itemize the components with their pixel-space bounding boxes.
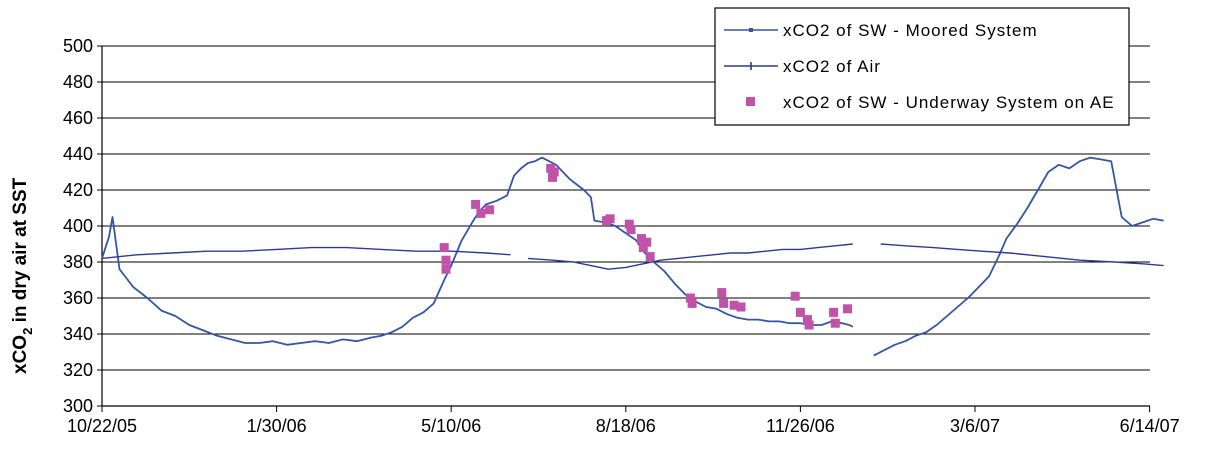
legend-box: [714, 7, 1130, 126]
underway-point-24: [795, 307, 805, 317]
series-line-air: [101, 243, 1164, 270]
x-tick-label-6: 6/14/07: [1120, 416, 1180, 436]
legend-label-moored: xCO2 of SW - Moored System: [783, 21, 1038, 40]
underway-point-16: [645, 252, 655, 262]
underway-point-28: [830, 318, 840, 328]
y-tick-label-300: 300: [63, 396, 93, 416]
legend: xCO2 of SW - Moored System xCO2 of Air x…: [714, 7, 1130, 126]
y-tick-label-460: 460: [63, 108, 93, 128]
underway-point-12: [626, 225, 636, 235]
axis-layer: [97, 45, 1151, 412]
co2-time-series-chart: 300 320 340 360 380 400 420 440 460 480 500 10/22/…: [10, 7, 1180, 436]
underway-point-8: [549, 167, 559, 177]
x-tick-label-4: 11/26/06: [766, 416, 835, 436]
underway-point-20: [719, 298, 729, 308]
y-tick-label-420: 420: [63, 180, 93, 200]
underway-point-18: [687, 298, 697, 308]
underway-point-17: [685, 293, 695, 303]
underway-point-4: [476, 208, 486, 218]
y-axis-label-subscript: 2: [20, 328, 35, 335]
underway-point-11: [624, 219, 634, 229]
y-axis-label: xCO2 in dry air at SST: [10, 177, 35, 374]
underway-point-1: [441, 255, 451, 265]
underway-point-21: [729, 300, 739, 310]
series-line-moored: [101, 156, 1164, 357]
y-tick-labels: 300 320 340 360 380 400 420 440 460 480 500: [63, 36, 93, 416]
y-tick-label-440: 440: [63, 144, 93, 164]
y-tick-label-380: 380: [63, 252, 93, 272]
y-axis-label-main: xCO: [10, 335, 31, 374]
underway-point-2: [441, 264, 451, 274]
underway-point-5: [485, 205, 495, 215]
y-tick-label-500: 500: [63, 36, 93, 56]
legend-swatch-moored-marker: [749, 28, 753, 32]
underway-point-25: [802, 315, 812, 325]
underway-point-27: [829, 307, 839, 317]
underway-point-26: [804, 320, 814, 330]
underway-point-3: [471, 199, 481, 209]
underway-point-22: [736, 302, 746, 312]
underway-point-0: [439, 243, 449, 253]
y-tick-label-400: 400: [63, 216, 93, 236]
underway-point-15: [642, 237, 652, 247]
legend-label-underway: xCO2 of SW - Underway System on AE: [783, 93, 1115, 112]
y-tick-label-320: 320: [63, 360, 93, 380]
underway-point-14: [638, 243, 648, 253]
series-layer: [101, 156, 1164, 357]
y-axis-label-rest: in dry air at SST: [10, 177, 31, 327]
y-tick-label-360: 360: [63, 288, 93, 308]
x-tick-label-5: 3/6/07: [950, 416, 1000, 436]
underway-point-19: [717, 288, 727, 298]
x-tick-label-1: 1/30/06: [247, 416, 307, 436]
x-tick-label-0: 10/22/05: [67, 416, 137, 436]
x-tick-label-3: 8/18/06: [596, 416, 656, 436]
legend-swatch-underway: [746, 97, 755, 106]
underway-point-7: [548, 172, 557, 182]
legend-label-air: xCO2 of Air: [783, 57, 881, 76]
y-tick-label-480: 480: [63, 72, 93, 92]
underway-point-23: [790, 291, 800, 301]
x-tick-label-2: 5/10/06: [421, 416, 481, 436]
underway-point-29: [843, 304, 852, 314]
y-tick-label-340: 340: [63, 324, 93, 344]
underway-point-13: [637, 234, 646, 244]
figure-caption: [4, 440, 1214, 458]
underway-point-10: [605, 214, 615, 224]
x-tick-labels: 10/22/05 1/30/06 5/10/06 8/18/06 11/26/06 3/6…: [67, 416, 1180, 436]
